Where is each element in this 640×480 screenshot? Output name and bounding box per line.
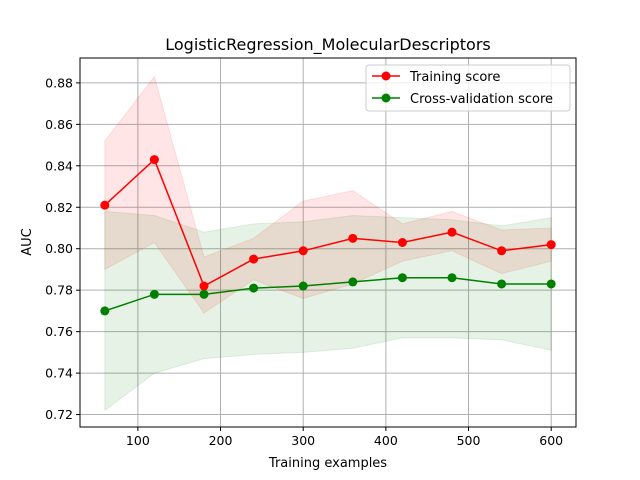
x-axis-label: Training examples (268, 456, 387, 471)
x-tick-label: 100 (126, 433, 150, 448)
data-point-1 (100, 306, 110, 316)
y-tick-label: 0.76 (45, 324, 73, 339)
series-lines (104, 158, 552, 312)
data-point-0 (397, 238, 407, 247)
series-line-0 (104, 158, 552, 288)
data-point-0 (298, 246, 308, 256)
y-axis-label: AUC (20, 228, 35, 256)
x-tick-label: 300 (291, 433, 315, 448)
series-markers (100, 155, 556, 316)
x-tick-label: 500 (457, 433, 481, 448)
confidence-band-0 (104, 75, 552, 314)
chart-title: LogisticRegression_MolecularDescriptors (165, 35, 491, 55)
y-tick-label: 0.84 (45, 158, 73, 173)
y-tick-label: 0.80 (45, 241, 73, 256)
y-tick-label: 0.88 (45, 75, 73, 90)
y-tick-label: 0.82 (45, 200, 73, 215)
x-tick-label: 200 (209, 433, 233, 448)
legend-marker-training (381, 71, 391, 81)
y-axis-ticks: 0.72 0.74 0.76 0.78 0.80 0.82 0.84 0.86 0.88 (45, 75, 80, 422)
data-point-0 (100, 200, 110, 210)
data-point-1 (348, 277, 358, 287)
data-point-1 (149, 289, 159, 299)
legend-box (365, 64, 571, 112)
data-point-0 (348, 233, 358, 243)
legend-label-cv: Cross-validation score (410, 92, 553, 107)
data-point-1 (546, 279, 556, 289)
data-point-0 (497, 246, 507, 256)
y-tick-label: 0.78 (45, 283, 73, 298)
data-point-1 (447, 273, 457, 283)
data-point-0 (149, 155, 159, 165)
data-point-1 (199, 289, 209, 299)
data-point-1 (249, 283, 259, 293)
plot-frame (79, 57, 577, 428)
x-axis-ticks: 100 200 300 400 500 600 (126, 427, 563, 448)
data-point-1 (397, 273, 407, 283)
legend: Training score Cross-validation score (365, 64, 571, 112)
legend-marker-cv (381, 93, 391, 103)
data-point-1 (298, 281, 308, 291)
x-tick-label: 400 (374, 433, 398, 448)
data-point-0 (546, 240, 556, 250)
y-tick-label: 0.72 (45, 407, 73, 422)
confidence-band-1 (104, 210, 552, 412)
series-line-1 (104, 276, 552, 312)
confidence-bands (104, 75, 552, 412)
legend-label-training: Training score (409, 70, 500, 85)
data-point-0 (249, 254, 259, 264)
data-point-1 (497, 279, 507, 289)
data-point-0 (447, 227, 457, 237)
y-tick-label: 0.74 (45, 366, 73, 381)
x-tick-label: 600 (539, 433, 563, 448)
data-point-0 (199, 281, 209, 291)
y-tick-label: 0.86 (45, 117, 73, 132)
